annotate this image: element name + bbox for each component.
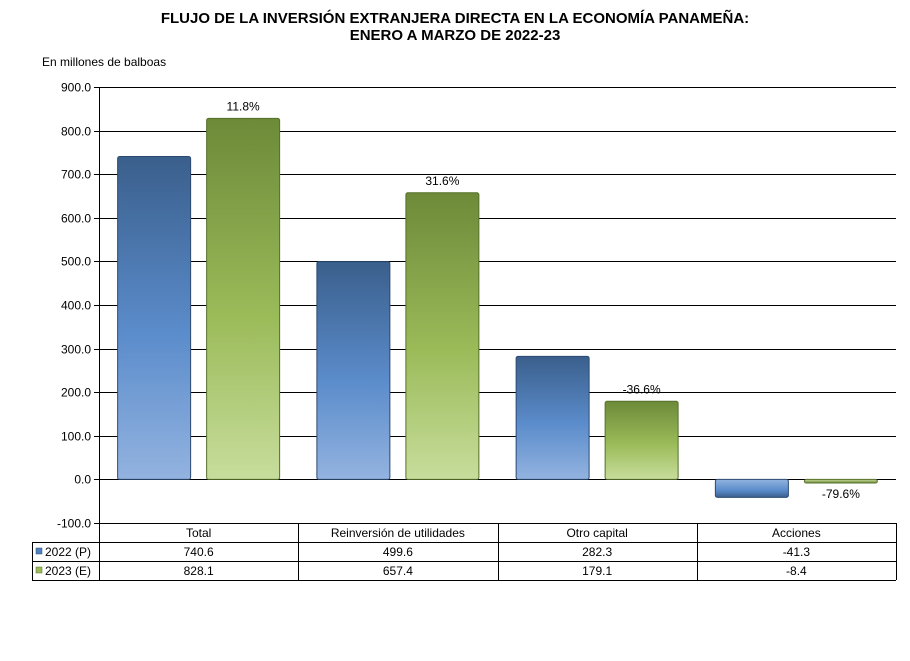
table-value-cell: -8.4	[786, 564, 807, 578]
chart-title-line2: ENERO A MARZO DE 2022-23	[349, 27, 561, 44]
change-label: 11.8%	[227, 99, 260, 113]
table-value-cell: 740.6	[184, 545, 214, 559]
legend-key-2022	[35, 547, 43, 555]
y-tick-label: 600.0	[61, 212, 91, 226]
y-tick-label: 200.0	[61, 386, 91, 400]
y-tick-label: 300.0	[61, 343, 91, 357]
chart-title: FLUJO DE LA INVERSIÓN EXTRANJERA DIRECTA…	[0, 10, 910, 44]
x-category-label: Reinversión de utilidades	[331, 526, 465, 540]
bar-2023	[206, 117, 281, 480]
x-category-label: Total	[186, 526, 211, 540]
bar-2023	[803, 478, 878, 484]
y-tick-label: 500.0	[61, 255, 91, 269]
legend-key-2023	[35, 566, 43, 574]
bar-2022	[316, 261, 391, 480]
bar-2023	[405, 192, 480, 480]
x-category-label: Acciones	[772, 526, 821, 540]
bar-2022	[515, 355, 590, 480]
table-value-cell: -41.3	[783, 545, 811, 559]
table-value-cell: 499.6	[383, 545, 413, 559]
table-value-cell: 179.1	[582, 564, 612, 578]
table-value-cell: 282.3	[582, 545, 612, 559]
legend-label: 2022 (P)	[45, 545, 91, 559]
change-label: 31.6%	[425, 174, 459, 188]
y-tick-label: 700.0	[61, 168, 91, 182]
y-tick-label: -100.0	[57, 517, 91, 531]
change-label: -79.6%	[822, 487, 860, 501]
y-tick-label: 900.0	[61, 81, 91, 95]
y-tick-label: 0.0	[74, 473, 91, 487]
legend-label: 2023 (E)	[45, 564, 91, 578]
x-category-label: Otro capital	[566, 526, 627, 540]
chart-title-line1: FLUJO DE LA INVERSIÓN EXTRANJERA DIRECTA…	[160, 10, 750, 27]
change-label: -36.6%	[623, 382, 661, 396]
bar-2022	[117, 155, 192, 480]
y-axis-unit-label: En millones de balboas	[42, 55, 167, 69]
table-value-cell: 657.4	[383, 564, 413, 578]
y-tick-label: 400.0	[61, 299, 91, 313]
table-value-cell: 828.1	[184, 564, 214, 578]
y-tick-label: 100.0	[61, 430, 91, 444]
bar-2023	[604, 400, 679, 480]
y-tick-label: 800.0	[61, 125, 91, 139]
bar-2022	[714, 478, 789, 498]
